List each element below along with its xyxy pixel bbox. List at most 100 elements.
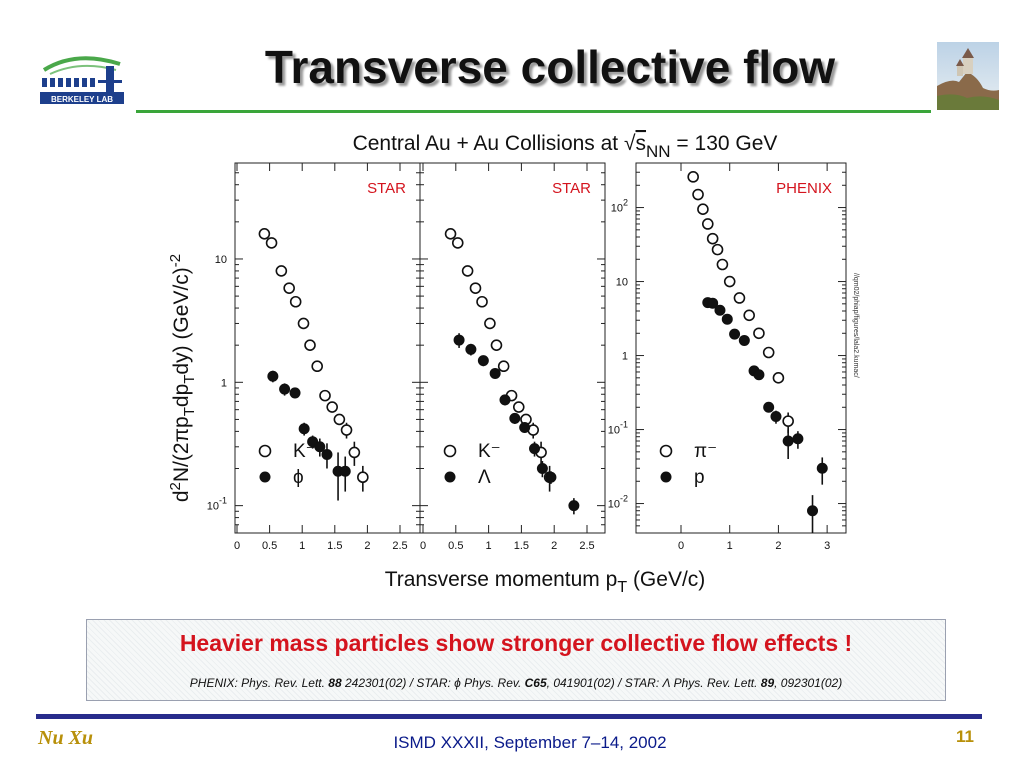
- x-tick-label: 0.5: [448, 540, 463, 552]
- y-tick-base: 10: [608, 425, 620, 437]
- x-tick-label: 1: [486, 540, 492, 552]
- reference-fragment: Phys. Rev.: [460, 676, 525, 690]
- data-point-filled: [489, 367, 501, 379]
- data-point-open: [692, 188, 704, 201]
- callout-references: PHENIX: Phys. Rev. Lett. 88 242301(02) /…: [87, 676, 945, 690]
- data-point-open: [476, 295, 488, 308]
- side-path-label: //qm02/phiap/figures/lala2.kumac/: [852, 273, 859, 378]
- data-point-filled: [536, 463, 548, 475]
- data-point-filled: [763, 401, 775, 413]
- reference-fragment: Λ: [662, 676, 671, 690]
- data-point-filled: [339, 465, 351, 477]
- y-tick-exp: -1: [219, 496, 227, 506]
- y-axis-label-part: d: [170, 490, 193, 502]
- data-point-filled: [509, 412, 521, 424]
- panel-frame: [635, 162, 847, 534]
- data-point-filled: [279, 383, 291, 395]
- x-tick-label: 3: [824, 540, 830, 552]
- data-point-open: [283, 282, 295, 294]
- data-point-open: [733, 292, 746, 304]
- data-point-open: [326, 401, 338, 413]
- data-point-open: [706, 232, 719, 245]
- y-tick-label: 10: [215, 254, 227, 266]
- data-point-open: [289, 295, 302, 308]
- experiment-label: PHENIX: [776, 180, 832, 197]
- legend-marker-filled: [660, 471, 672, 483]
- x-axis-label-main: Transverse momentum p: [385, 568, 618, 591]
- page-number: 11: [956, 727, 974, 746]
- figure-title: Central Au + Au Collisions at √sNN = 130…: [353, 132, 778, 161]
- x-tick-label: 0.5: [262, 540, 277, 552]
- data-point-open: [357, 471, 369, 484]
- spectra-figure: Central Au + Au Collisions at √sNN = 130…: [160, 118, 860, 602]
- data-point-open: [333, 413, 346, 426]
- data-point-open: [701, 218, 714, 230]
- y-tick-base: 10: [608, 499, 620, 511]
- y-tick-label: 102: [611, 198, 628, 215]
- y-tick-base: 1: [622, 351, 628, 363]
- data-point-open: [275, 265, 288, 277]
- data-point-open: [711, 243, 724, 256]
- data-point-open: [265, 237, 278, 249]
- x-tick-label: 1: [727, 540, 733, 552]
- y-tick-label: 10-2: [608, 494, 628, 511]
- x-tick-label: 2.5: [579, 540, 594, 552]
- reference-fragment: , 092301(02): [774, 676, 843, 690]
- figure-title-post: = 130 GeV: [671, 132, 778, 155]
- y-tick-label: 10-1: [207, 496, 227, 513]
- x-tick-label: 1.5: [327, 540, 342, 552]
- data-point-filled: [499, 394, 511, 406]
- legend-label: π⁻: [694, 441, 717, 462]
- y-tick-label: 1: [622, 351, 628, 363]
- data-point-filled: [738, 334, 750, 346]
- data-point-filled: [816, 462, 828, 474]
- data-point-filled: [519, 422, 531, 434]
- x-axis-label-sub: T: [617, 579, 627, 596]
- data-point-open: [743, 309, 755, 322]
- data-point-open: [297, 317, 310, 330]
- data-point-open: [762, 346, 775, 359]
- data-point-filled: [267, 370, 279, 382]
- data-point-open: [772, 372, 785, 384]
- y-axis-label-part: dy) (GeV/c): [170, 267, 193, 374]
- x-tick-label: 2: [775, 540, 781, 552]
- x-tick-label: 2.5: [392, 540, 407, 552]
- data-point-filled: [298, 423, 310, 435]
- footer-author: Nu Xu: [38, 727, 94, 749]
- figure-title-pre: Central Au + Au Collisions at: [353, 132, 624, 155]
- data-point-open: [497, 360, 510, 373]
- data-point-filled: [314, 441, 326, 453]
- y-axis-label-part: dp: [170, 384, 193, 407]
- data-point-filled: [714, 304, 726, 316]
- x-tick-label: 0: [234, 540, 240, 552]
- data-point-filled: [477, 355, 489, 367]
- y-tick-label: 1: [221, 377, 227, 389]
- x-axis-label-unit: (GeV/c): [627, 568, 705, 591]
- data-point-open: [451, 237, 464, 249]
- figure-title-sqrt: √: [624, 132, 636, 155]
- data-point-filled: [289, 387, 301, 399]
- data-point-filled: [453, 334, 465, 346]
- data-point-open: [348, 446, 361, 459]
- data-point-filled: [529, 443, 541, 455]
- x-tick-label: 2: [364, 540, 370, 552]
- castle-photo: [937, 42, 999, 110]
- panel-2: 0 0.5 1 1.5 2 2.5 STAR K⁻ Λ: [419, 162, 606, 552]
- x-tick-label: 0: [678, 540, 684, 552]
- experiment-label: STAR: [367, 180, 406, 197]
- reference-fragment: C65: [524, 676, 547, 690]
- y-tick-label: 10: [616, 277, 628, 289]
- y-tick-base: 10: [611, 203, 623, 215]
- data-point-filled: [707, 297, 719, 309]
- data-point-filled: [729, 328, 741, 340]
- legend-marker-open: [659, 444, 673, 458]
- data-point-filled: [568, 500, 580, 512]
- x-axis-label: Transverse momentum pT (GeV/c): [385, 568, 706, 596]
- footer-divider: [36, 714, 982, 719]
- conclusion-callout: Heavier mass particles show stronger col…: [86, 619, 946, 701]
- y-axis-label-part: T: [181, 375, 198, 384]
- callout-main-text: Heavier mass particles show stronger col…: [179, 630, 853, 656]
- legend-label: Λ: [478, 467, 491, 488]
- x-tick-label: 0: [420, 540, 426, 552]
